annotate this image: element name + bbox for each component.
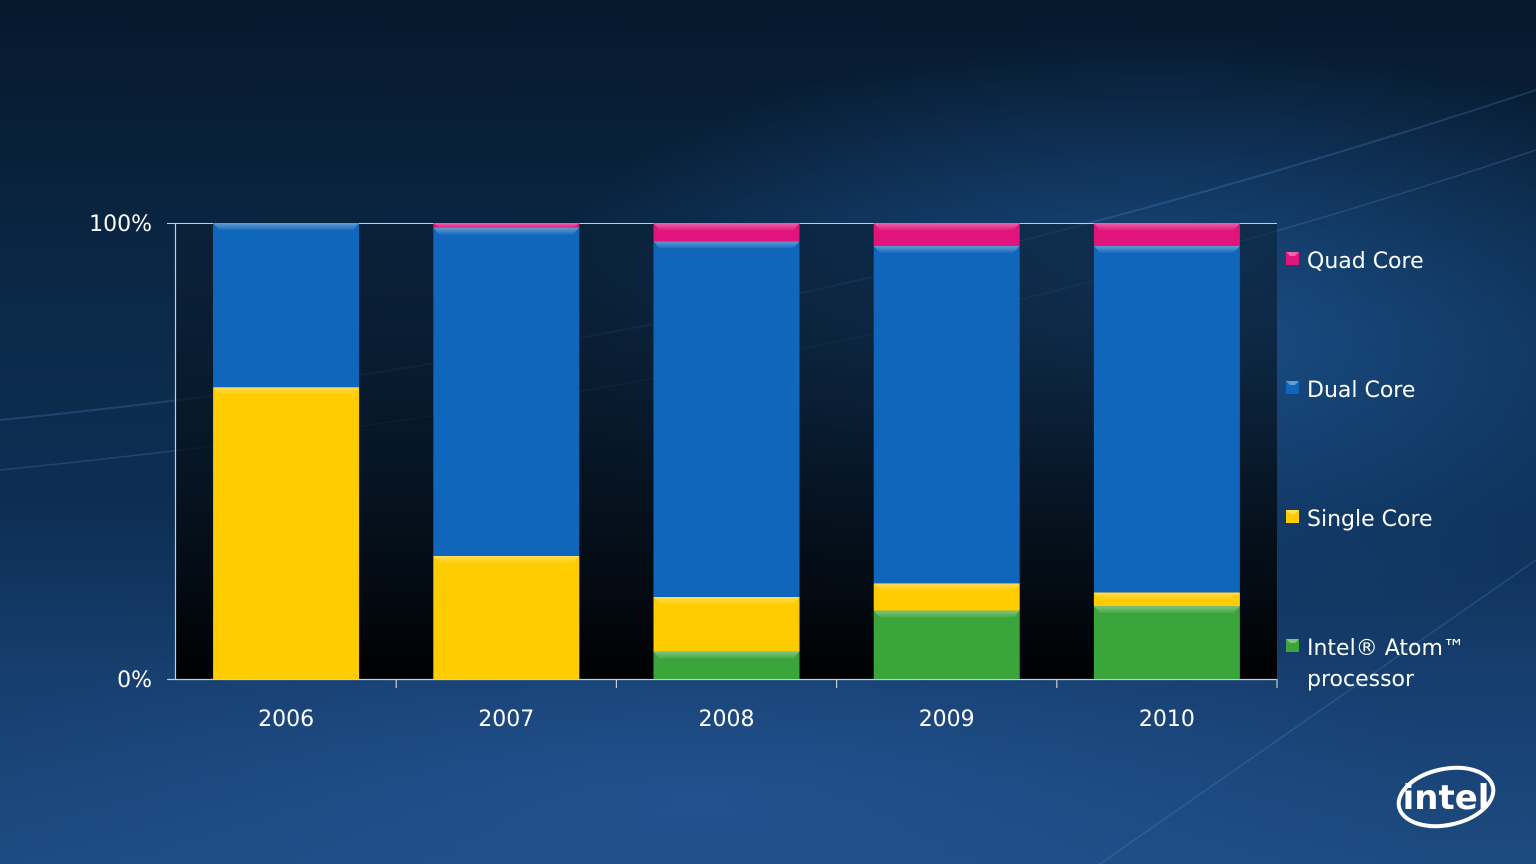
legend-swatch (1286, 252, 1299, 265)
bar-segment-bevel (213, 223, 360, 230)
bar-segment-bevel (653, 223, 800, 230)
x-tick-label-2006: 2006 (258, 707, 314, 732)
y-tick-label-0: 0% (117, 668, 152, 693)
bar-segment-2009-dual (873, 245, 1020, 584)
bar-segment-2010-intel (1093, 606, 1240, 679)
bar-segment-2007-single (433, 555, 580, 679)
bar-segment-bevel (1093, 606, 1240, 614)
legend-swatch-bevel (1286, 381, 1299, 385)
legend-label: processor (1307, 667, 1415, 692)
bar-segment-bevel (873, 583, 1020, 591)
bar-segment-bevel (213, 387, 360, 395)
legend-swatch-bevel (1286, 639, 1299, 643)
x-tick-label-2007: 2007 (478, 707, 534, 732)
bar-segment-2008-dual (653, 241, 800, 597)
bar-segment-bevel (873, 245, 1020, 253)
bar-segment-2006-dual (213, 223, 360, 388)
x-tick-labels: 2006 2007 2008 2009 2010 (258, 707, 1195, 732)
x-tick-label-2008: 2008 (699, 707, 755, 732)
bar-segment-bevel (653, 241, 800, 249)
legend-label: Dual Core (1307, 378, 1415, 403)
legend-swatch-bevel (1286, 252, 1299, 256)
x-tick-label-2010: 2010 (1139, 707, 1195, 732)
legend: Quad Core Dual Core Single Core Intel® Atom… (1286, 249, 1465, 692)
bar-segment-bevel (433, 227, 580, 235)
legend-swatch (1286, 381, 1299, 394)
bar-segment-bevel (433, 223, 580, 228)
intel-logo-icon: intel (1396, 765, 1496, 829)
bar-segment-2009-intel (873, 610, 1020, 679)
bar-segment-2010-dual (1093, 245, 1240, 593)
bar-segment-bevel (1093, 223, 1240, 230)
legend-swatch (1286, 639, 1299, 652)
bar-segment-bevel (433, 555, 580, 563)
legend-swatch-bevel (1286, 510, 1299, 514)
bar-segment-bevel (1093, 592, 1240, 600)
bar-stack-group (213, 223, 1240, 679)
bar-segment-bevel (1093, 245, 1240, 253)
bar-segment-bevel (653, 651, 800, 659)
bar-segment-bevel (873, 610, 1020, 618)
legend-label: Single Core (1307, 507, 1433, 532)
bar-segment-2008-single (653, 596, 800, 652)
x-tick-label-2009: 2009 (919, 707, 975, 732)
x-tick-marks (395, 679, 1278, 688)
bar-segment-bevel (873, 223, 1020, 230)
bar-segment-2006-single (213, 387, 360, 679)
legend-label: Quad Core (1307, 249, 1424, 274)
y-tick-label-100: 100% (89, 212, 152, 237)
logo-text: intel (1403, 778, 1490, 818)
bar-segment-bevel (653, 596, 800, 604)
legend-label: Intel® Atom™ (1307, 636, 1465, 661)
legend-swatch (1286, 510, 1299, 523)
bar-segment-2007-dual (433, 227, 580, 556)
